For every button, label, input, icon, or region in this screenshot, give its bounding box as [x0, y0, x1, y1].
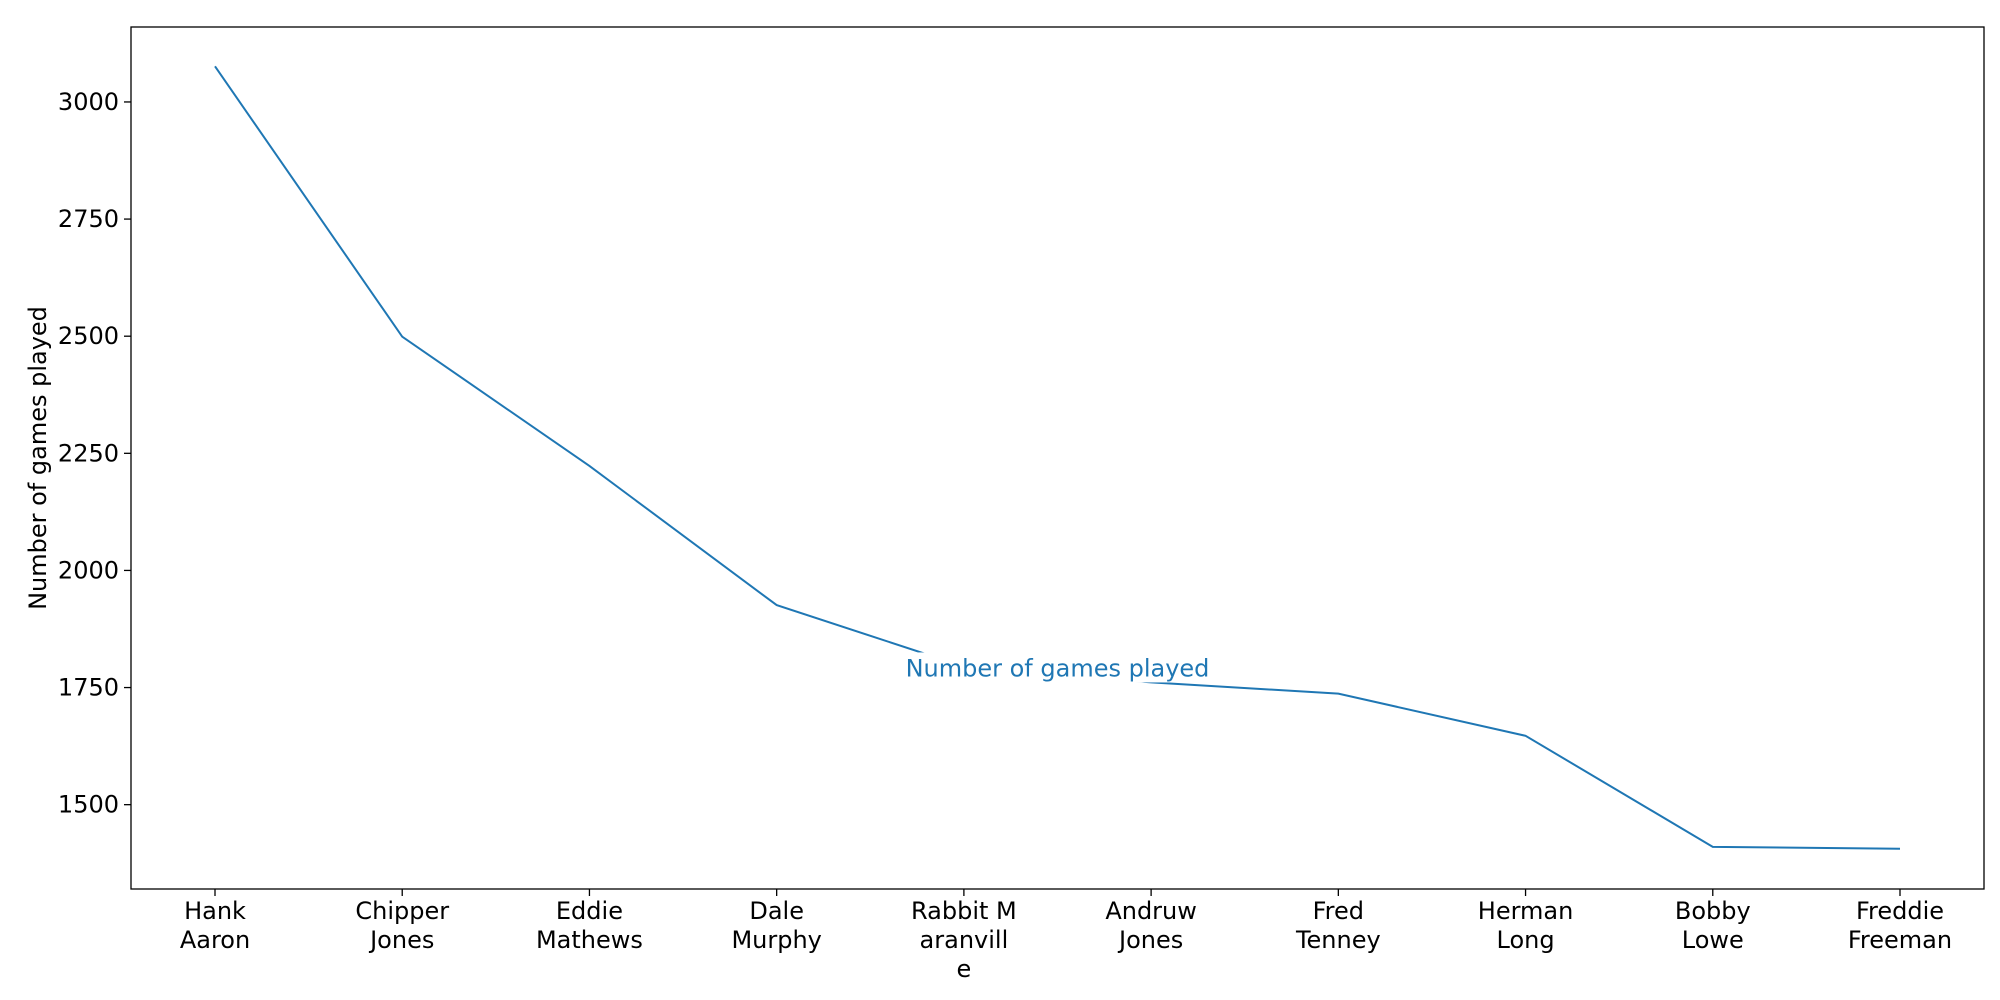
series-line	[214, 65, 1901, 850]
x-tick-label-line: Eddie	[556, 897, 623, 925]
x-tick-label: Eddie Mathews	[536, 897, 643, 954]
x-tick-label: Fred Tenney	[1295, 897, 1381, 954]
y-axis-label: Number of games played	[24, 306, 52, 610]
x-tick-label-line: Bobby	[1675, 897, 1751, 925]
y-tick-label: 2250	[58, 439, 119, 467]
x-tick-label: Herman Long	[1478, 897, 1574, 954]
x-tick-label-line: Mathews	[536, 926, 643, 954]
x-tick-label-line: Herman	[1478, 897, 1574, 925]
x-tick-label-line: Freddie	[1856, 897, 1944, 925]
x-tick-label-line: e	[957, 955, 972, 983]
y-tick-label: 2750	[58, 205, 119, 233]
x-tick-label-line: Jones	[1117, 926, 1183, 954]
x-tick-label-line: Rabbit M	[911, 897, 1017, 925]
x-tick-label: Hank Aaron	[180, 897, 250, 954]
x-tick-label-line: Hank	[184, 897, 246, 925]
x-tick-label-line: Freeman	[1848, 926, 1952, 954]
series-label-background	[905, 652, 1210, 683]
plot-frame	[130, 26, 1985, 890]
x-tick-label: Bobby Lowe	[1675, 897, 1751, 954]
x-tick-label-line: Tenney	[1295, 926, 1381, 954]
x-tick-label-line: Chipper	[355, 897, 449, 925]
y-axis: 1500 1750 2000 2250 2500 2750 3000	[58, 88, 131, 819]
x-tick-label-line: Lowe	[1682, 926, 1744, 954]
x-tick-label-line: Long	[1497, 926, 1555, 954]
x-tick-label-line: Aaron	[180, 926, 250, 954]
x-tick-label: Chipper Jones	[355, 897, 449, 954]
x-tick-label-line: Fred	[1313, 897, 1364, 925]
y-tick-label: 3000	[58, 88, 119, 116]
x-tick-label: Andruw Jones	[1105, 897, 1197, 954]
x-tick-label: Freddie Freeman	[1848, 897, 1952, 954]
x-tick-label-line: Dale	[749, 897, 804, 925]
y-tick-label: 2500	[58, 322, 119, 350]
y-tick-label: 2000	[58, 556, 119, 584]
x-tick-label-line: aranvill	[920, 926, 1009, 954]
y-tick-label: 1500	[58, 791, 119, 819]
x-tick-label-line: Murphy	[731, 926, 821, 954]
x-tick-label: Dale Murphy	[731, 897, 821, 954]
x-tick-label-line: Andruw	[1105, 897, 1197, 925]
y-tick-label: 1750	[58, 674, 119, 702]
series-inline-label: Number of games played	[906, 654, 1210, 682]
x-tick-label-line: Jones	[368, 926, 434, 954]
series-layer: Number of games played	[214, 65, 1901, 850]
